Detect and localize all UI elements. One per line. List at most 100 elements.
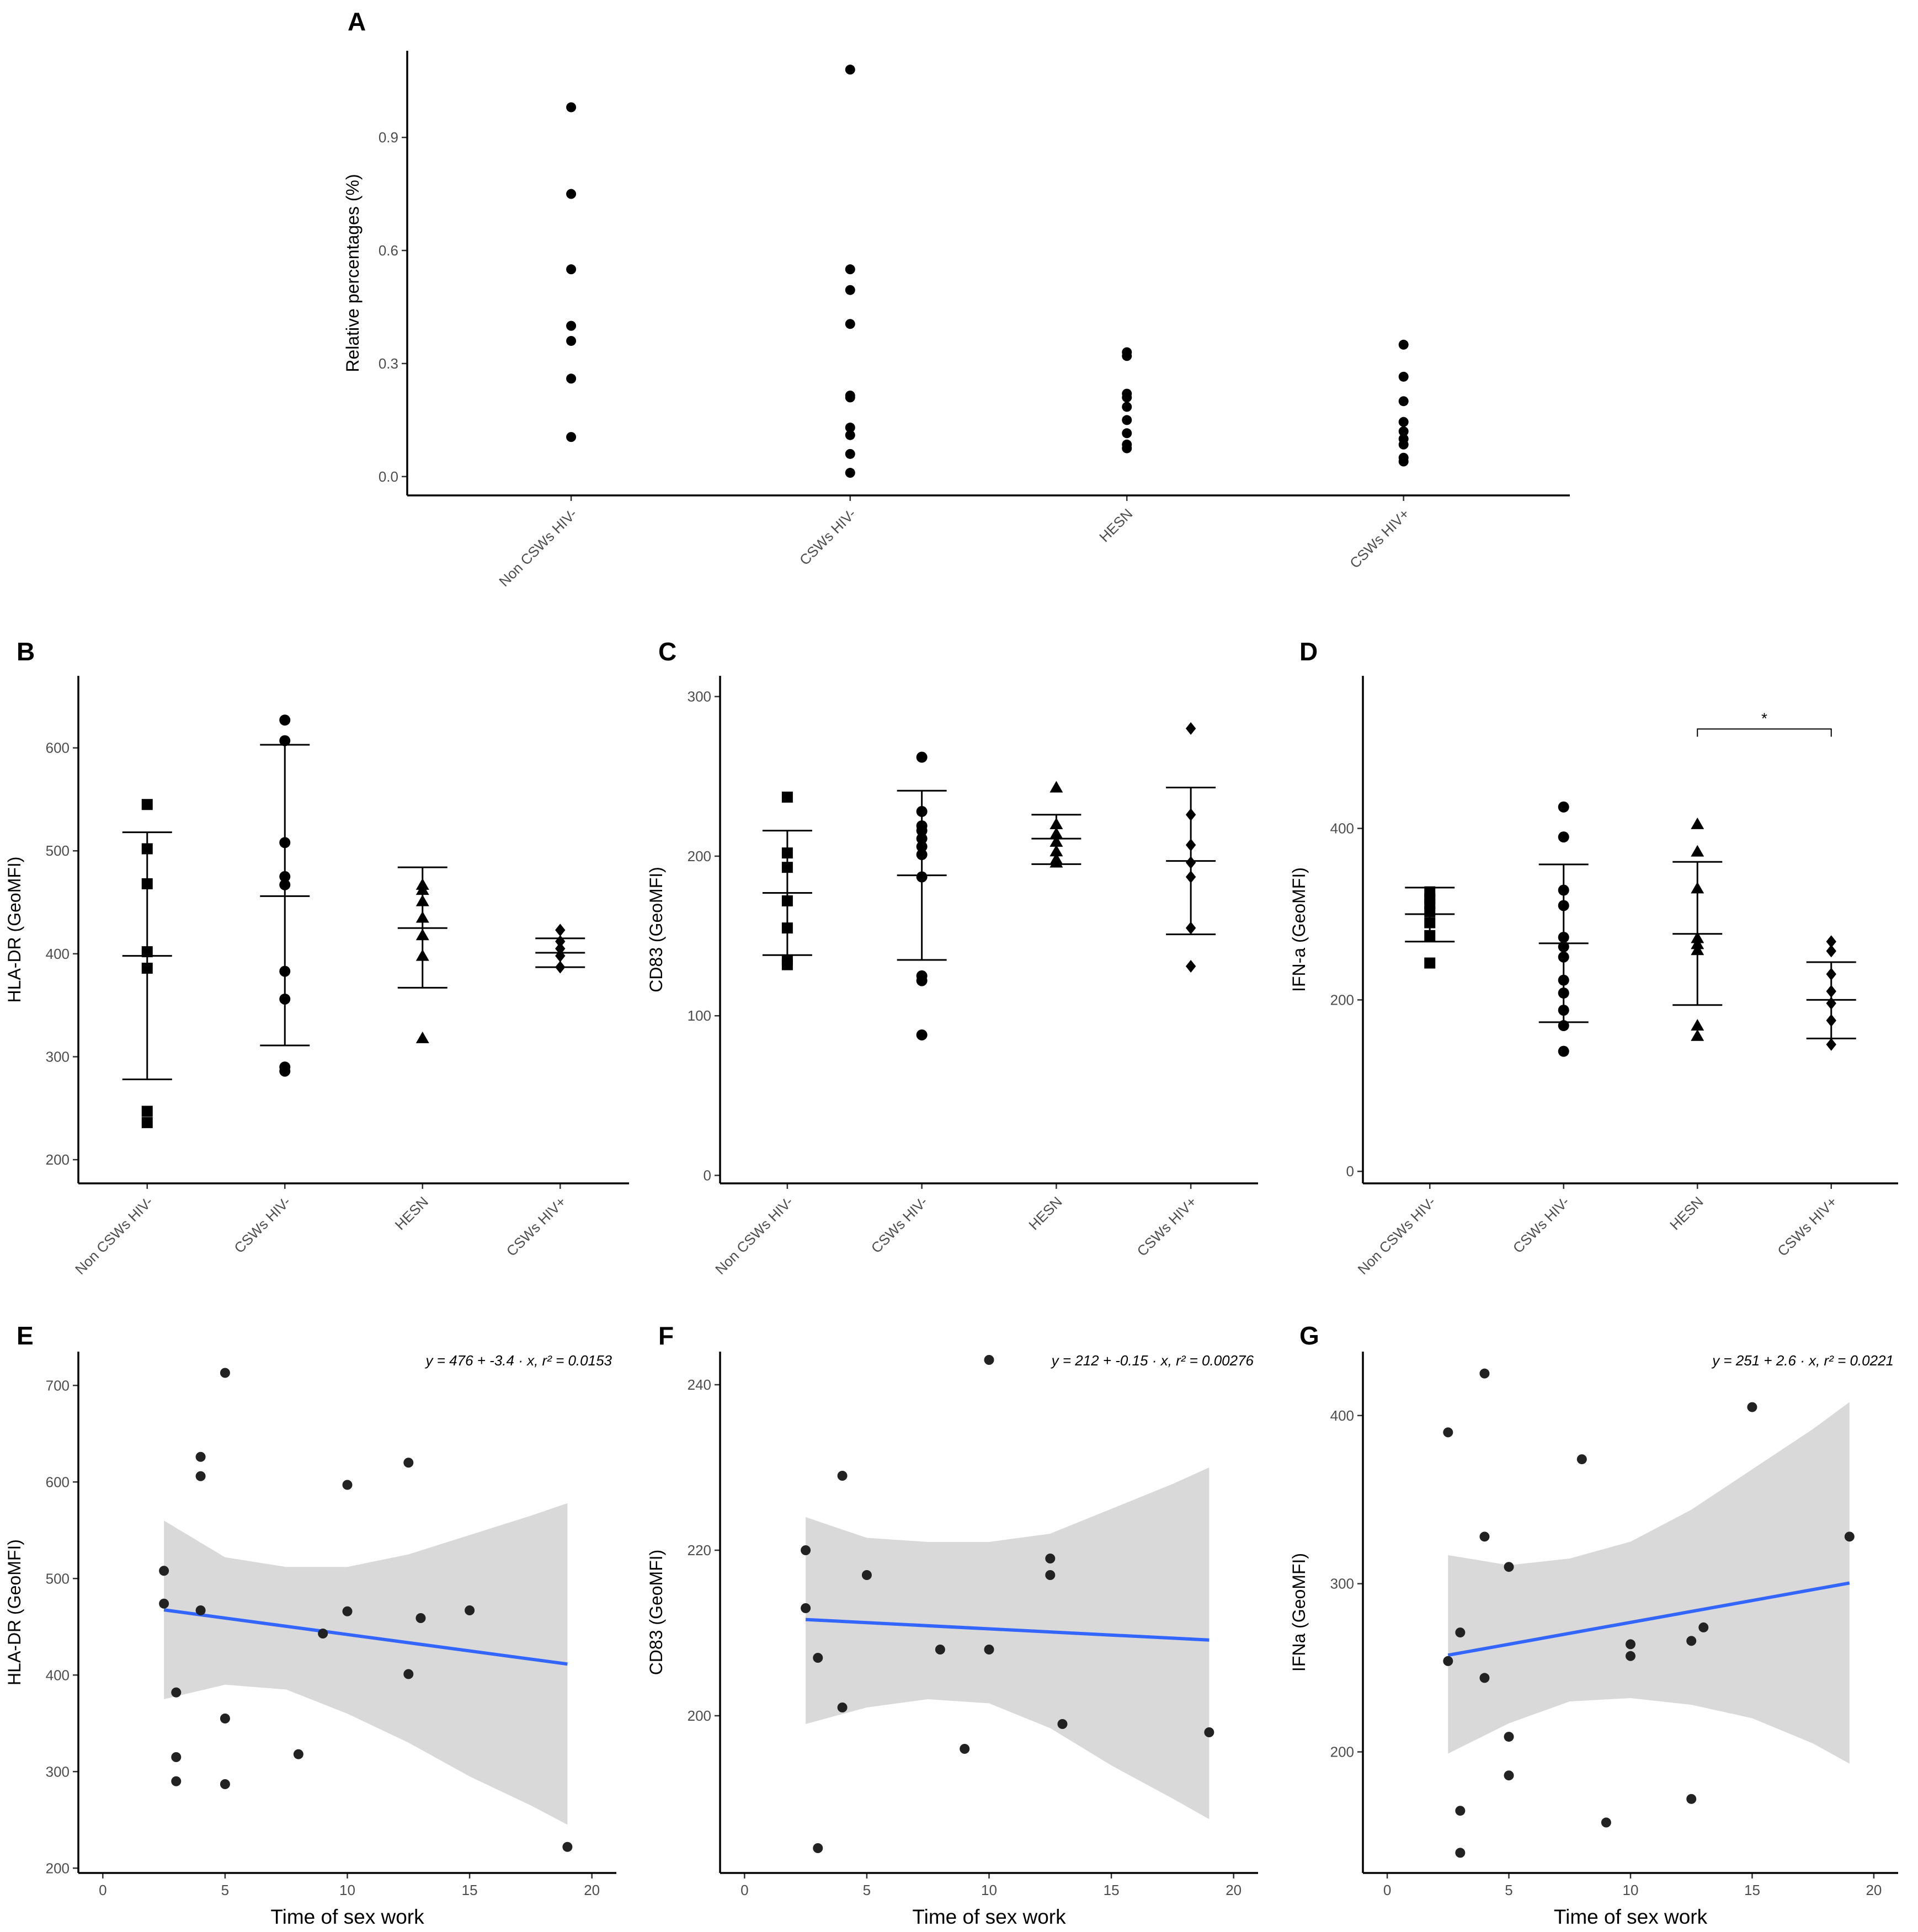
data-point bbox=[1691, 817, 1704, 829]
data-point bbox=[220, 1714, 230, 1723]
panel-a: A Relative percentages (%) 0.0 0.3 0.6 0.9 Non… bbox=[343, 7, 1570, 590]
panel-letter-d: D bbox=[1299, 637, 1318, 666]
y-tick-label: 400 bbox=[46, 946, 70, 962]
data-point bbox=[1424, 957, 1436, 969]
data-point bbox=[845, 430, 855, 440]
y-axis-title: IFNa (GeoMFI) bbox=[1289, 1553, 1309, 1672]
data-point bbox=[845, 65, 855, 75]
data-point bbox=[220, 1779, 230, 1789]
data-point bbox=[1686, 1636, 1697, 1646]
data-point bbox=[813, 1653, 823, 1663]
data-point bbox=[1504, 1770, 1514, 1781]
data-point bbox=[171, 1776, 182, 1786]
y-tick-label: 0 bbox=[704, 1167, 711, 1184]
data-point bbox=[171, 1687, 182, 1698]
data-point bbox=[801, 1545, 811, 1555]
data-point bbox=[342, 1480, 353, 1490]
y-tick-label: 400 bbox=[1330, 1407, 1354, 1424]
panel-letter-f: F bbox=[658, 1321, 674, 1350]
category-label: Non CSWs HIV- bbox=[496, 505, 580, 590]
data-point bbox=[1398, 456, 1409, 467]
data-point bbox=[1185, 960, 1196, 973]
category-label: CSWs HIV- bbox=[231, 1193, 294, 1256]
data-point bbox=[195, 1451, 206, 1462]
y-tick-label: 300 bbox=[1330, 1576, 1354, 1592]
data-point bbox=[566, 189, 577, 199]
data-point bbox=[1601, 1817, 1611, 1828]
data-point bbox=[960, 1744, 970, 1754]
data-point bbox=[415, 1613, 426, 1623]
x-tick-label: 10 bbox=[339, 1882, 355, 1898]
panel-letter-a: A bbox=[348, 7, 366, 36]
x-tick-label: 0 bbox=[740, 1882, 748, 1898]
data-point bbox=[566, 432, 577, 442]
group-1 bbox=[1538, 801, 1589, 1057]
data-point bbox=[195, 1605, 206, 1615]
y-tick-label: 0.9 bbox=[379, 129, 398, 146]
data-point bbox=[141, 799, 153, 810]
data-point bbox=[1826, 1038, 1836, 1051]
x-tick-label: 5 bbox=[863, 1882, 871, 1898]
category-label: CSWs HIV+ bbox=[1774, 1193, 1840, 1259]
data-point bbox=[141, 1117, 153, 1128]
data-point bbox=[1558, 1045, 1569, 1057]
y-tick-label: 200 bbox=[46, 1860, 70, 1876]
y-axis-title: IFN-a (GeoMFI) bbox=[1289, 867, 1309, 992]
data-point bbox=[1398, 396, 1409, 407]
data-point bbox=[1122, 415, 1132, 425]
data-point bbox=[984, 1355, 994, 1365]
data-point bbox=[801, 1603, 811, 1613]
regression-equation: y = 212 + -0.15 · x, r² = 0.00276 bbox=[1051, 1352, 1254, 1369]
category-label: CSWs HIV- bbox=[1510, 1193, 1573, 1256]
y-axis-title: HLA-DR (GeoMFI) bbox=[4, 857, 24, 1003]
data-point bbox=[1576, 1454, 1587, 1465]
data-point bbox=[1122, 402, 1132, 412]
data-point bbox=[1747, 1402, 1757, 1412]
data-point bbox=[220, 1368, 230, 1378]
significance-bracket bbox=[1697, 728, 1832, 737]
y-tick-label: 0.6 bbox=[379, 242, 398, 259]
category-label: HESN bbox=[392, 1193, 431, 1233]
x-tick-label: 20 bbox=[584, 1882, 600, 1898]
y-tick-label: 240 bbox=[688, 1376, 711, 1393]
data-point bbox=[1455, 1627, 1466, 1638]
data-point bbox=[845, 285, 855, 295]
data-point bbox=[916, 1029, 928, 1040]
data-point bbox=[1122, 428, 1132, 439]
significance-label: * bbox=[1761, 709, 1767, 727]
data-point bbox=[1826, 935, 1836, 948]
y-tick-label: 400 bbox=[1330, 820, 1354, 837]
x-axis-title: Time of sex work bbox=[1554, 1906, 1708, 1928]
confidence-band bbox=[164, 1503, 568, 1825]
y-tick-label: 400 bbox=[46, 1667, 70, 1683]
group-0 bbox=[1405, 886, 1455, 969]
group-2 bbox=[1031, 781, 1081, 868]
x-tick-label: 5 bbox=[221, 1882, 229, 1898]
group-0 bbox=[762, 791, 812, 970]
category-label: HESN bbox=[1666, 1193, 1706, 1233]
data-point bbox=[1398, 439, 1409, 450]
confidence-band bbox=[806, 1467, 1210, 1819]
data-point bbox=[781, 791, 793, 803]
data-point bbox=[1398, 371, 1409, 382]
data-point bbox=[566, 264, 577, 275]
category-label: Non CSWs HIV- bbox=[1354, 1193, 1438, 1278]
confidence-band bbox=[1448, 1402, 1850, 1764]
group-2 bbox=[397, 866, 447, 1043]
data-point bbox=[1626, 1639, 1635, 1650]
data-point bbox=[1504, 1732, 1514, 1742]
data-point bbox=[1443, 1427, 1453, 1438]
data-point bbox=[159, 1598, 169, 1609]
x-tick-label: 5 bbox=[1505, 1882, 1512, 1898]
data-point bbox=[566, 321, 577, 331]
data-point bbox=[1398, 417, 1409, 427]
group-1 bbox=[845, 65, 855, 478]
x-axis-title: Time of sex work bbox=[270, 1906, 424, 1928]
y-axis-title: CD83 (GeoMFI) bbox=[646, 1550, 666, 1675]
data-point bbox=[813, 1843, 823, 1853]
data-point bbox=[1626, 1651, 1635, 1661]
data-point bbox=[1045, 1570, 1056, 1580]
y-tick-label: 300 bbox=[46, 1763, 70, 1780]
